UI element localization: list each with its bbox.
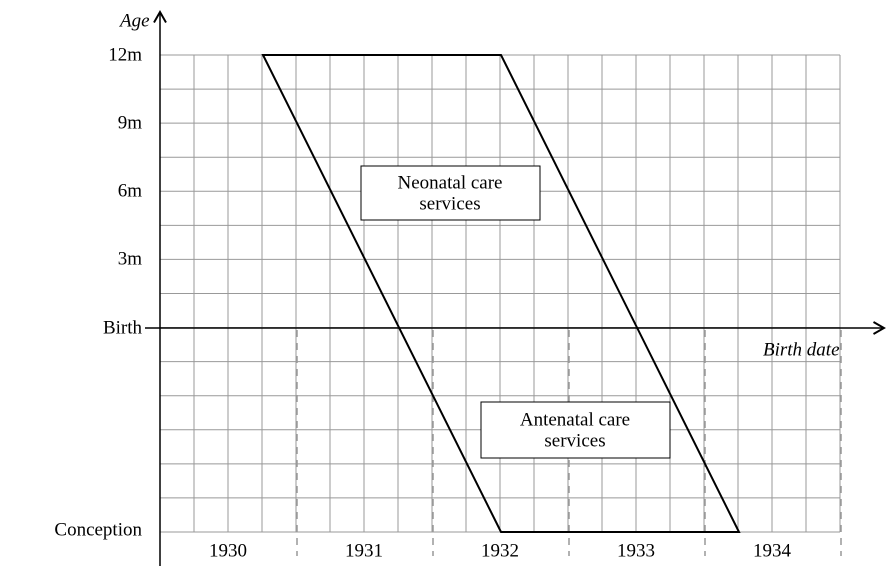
label-box [480, 401, 671, 459]
y-label: Conception [54, 519, 142, 540]
y-label: 3m [118, 248, 143, 269]
x-label: 1932 [481, 540, 519, 561]
region-label: services [419, 193, 480, 214]
year-separators [296, 330, 842, 556]
y-label: Birth [103, 317, 143, 338]
y-title: Age [118, 10, 150, 31]
region-label: Antenatal care [520, 409, 630, 430]
x-label: 1934 [753, 540, 792, 561]
region-label: services [544, 430, 605, 451]
x-label: 1933 [617, 540, 655, 561]
x-label: 1930 [209, 540, 247, 561]
x-title: Birth date [763, 339, 840, 360]
x-label: 1931 [345, 540, 383, 561]
grid [160, 54, 841, 533]
label-box [360, 165, 541, 221]
region-label: Neonatal care [398, 172, 503, 193]
y-label: 9m [118, 112, 143, 133]
y-label: 6m [118, 180, 143, 201]
y-label: 12m [108, 44, 142, 65]
cohort-band [261, 54, 741, 533]
